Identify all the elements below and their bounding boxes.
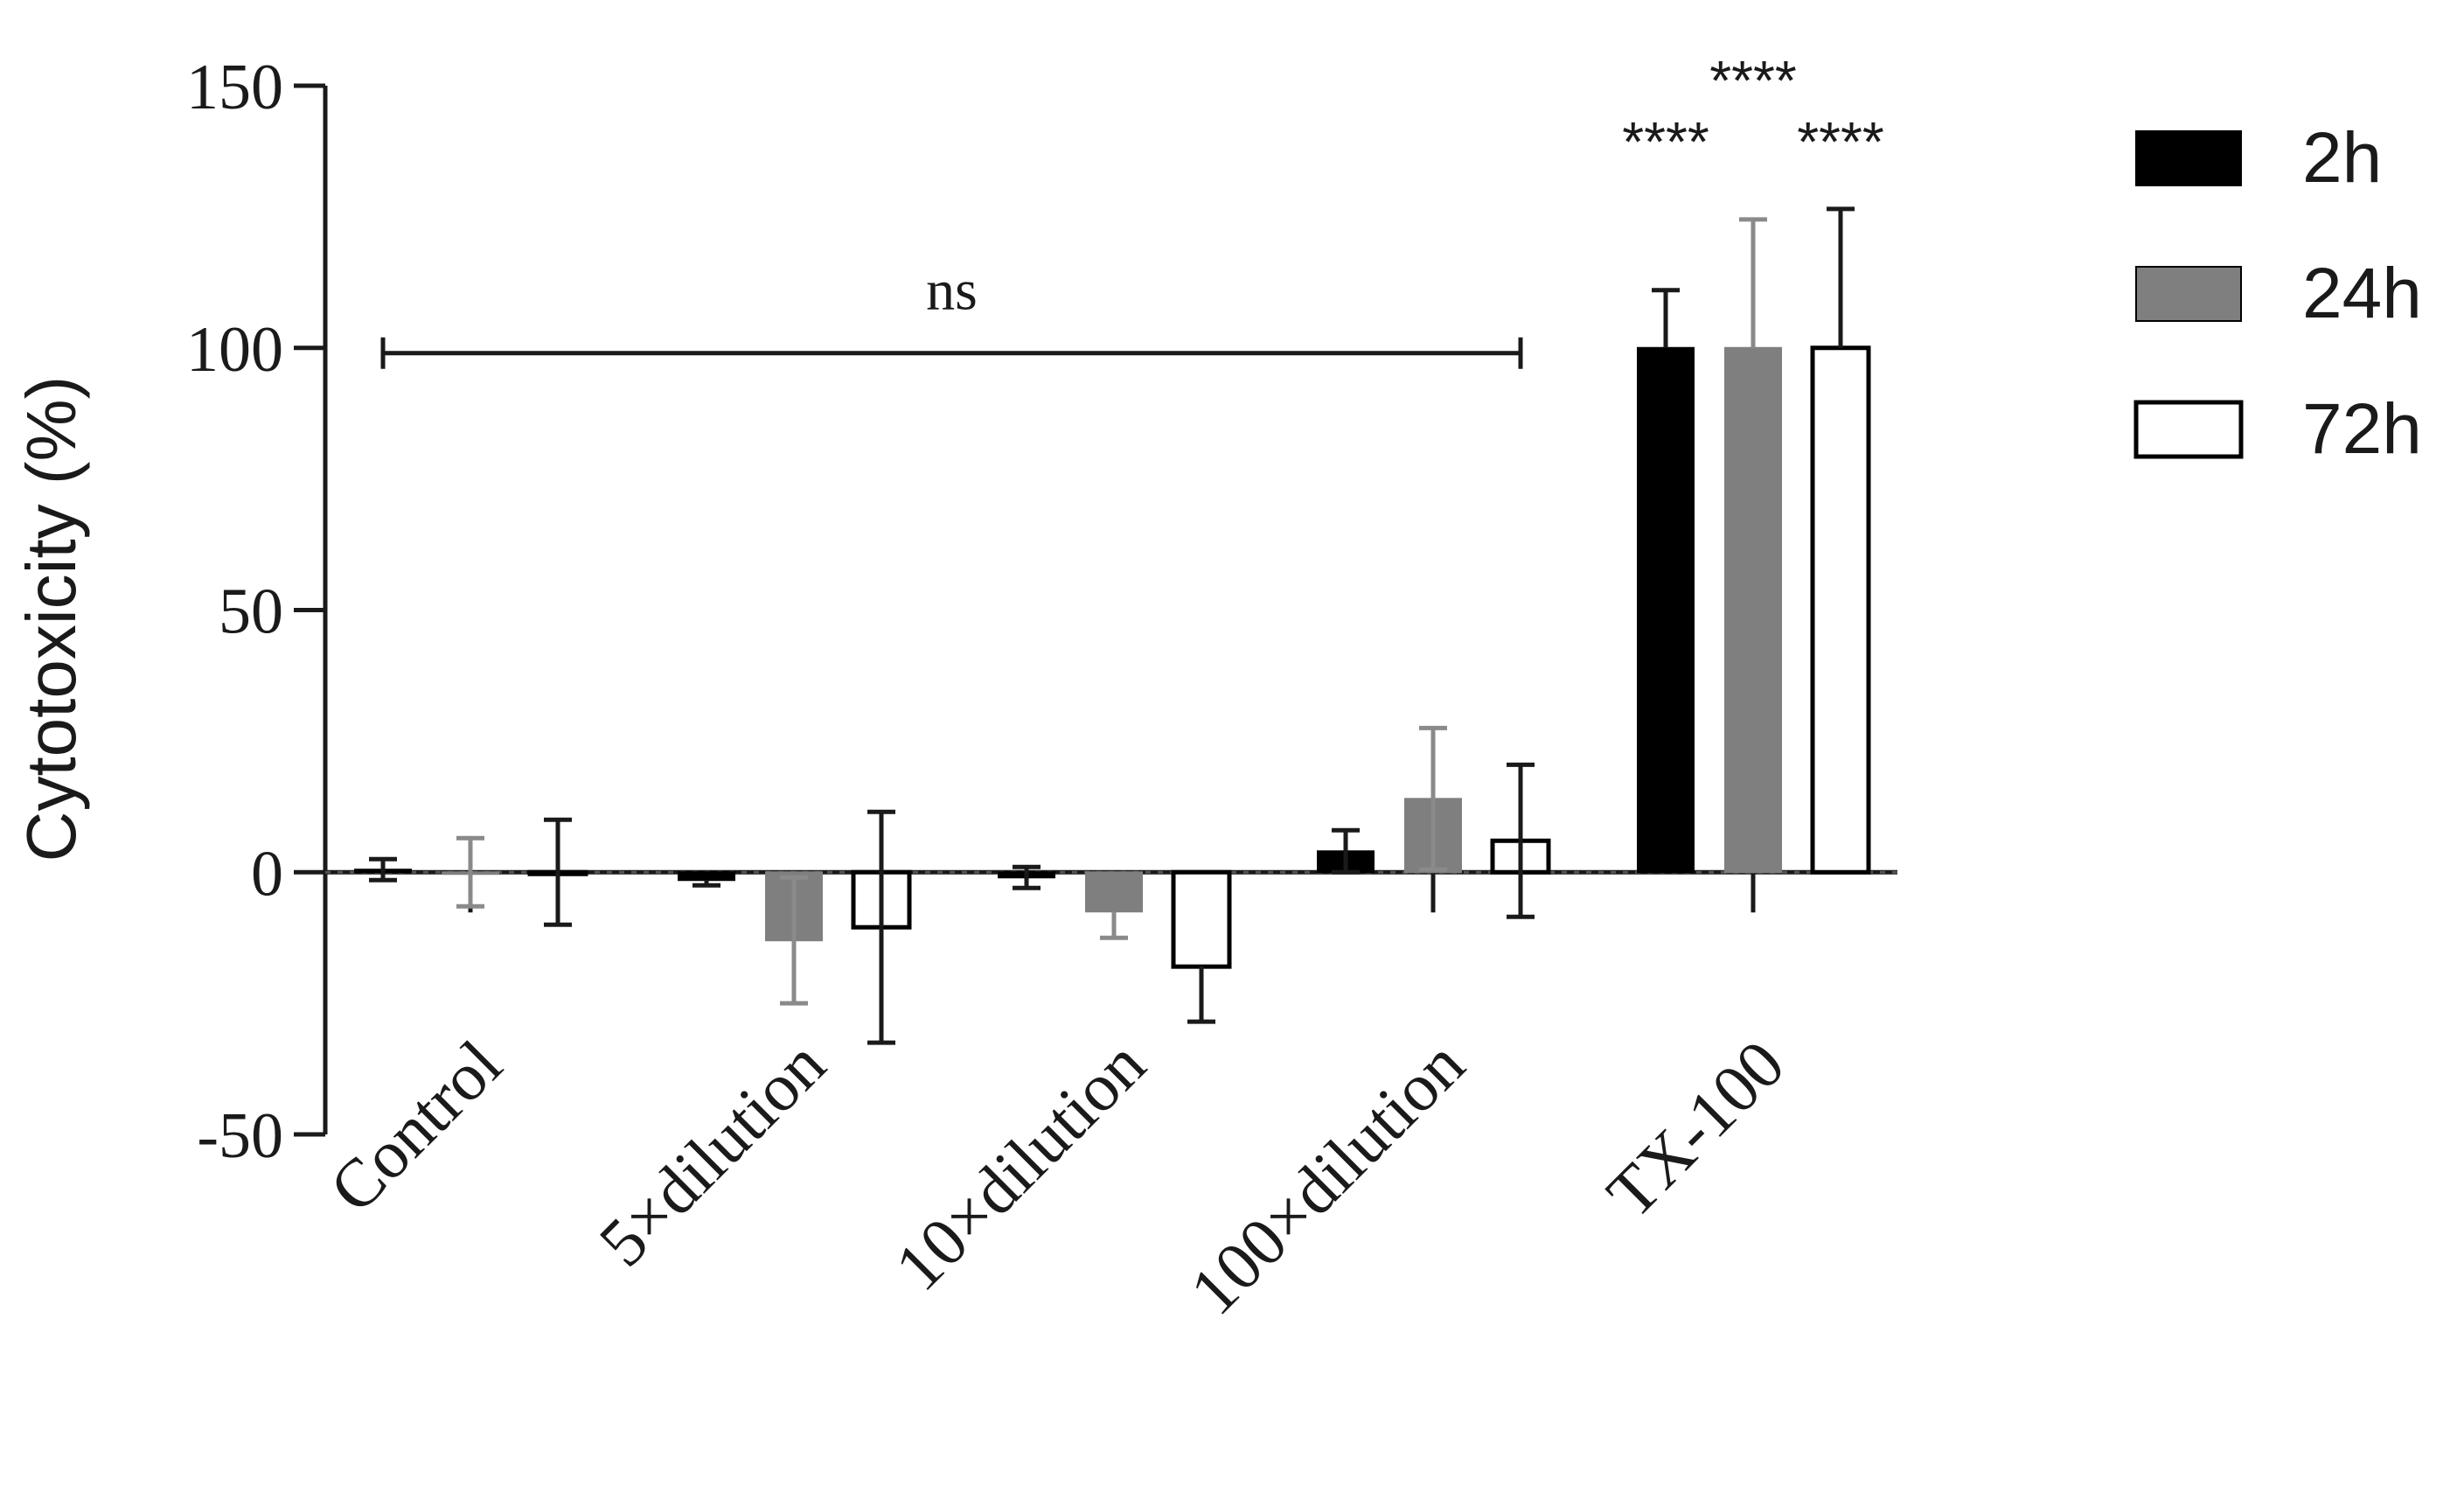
y-axis-title: Cytotoxicity (%) — [12, 376, 90, 862]
y-tick-label: 50 — [219, 576, 283, 648]
annotations: ns************ — [380, 49, 1884, 369]
y-tick-label: 150 — [186, 52, 283, 123]
bar-5xdilution-2h — [678, 871, 735, 882]
y-tick-label: 0 — [251, 838, 283, 910]
legend-swatch-2h — [2135, 130, 2242, 186]
bars — [354, 206, 1871, 1045]
significance-stars-2h: **** — [1622, 110, 1709, 173]
axes: -50 0 50 100 150 Cytotoxicity (%) Control 5×dil… — [12, 52, 1897, 1329]
x-tick-label-tx-100: TX-100 — [1592, 1026, 1799, 1232]
y-tick-label: 100 — [186, 314, 283, 386]
legend-swatch-24h — [2135, 266, 2242, 322]
legend-label-72h: 72h — [2302, 389, 2422, 469]
bar-10xdilution-24h — [1085, 871, 1143, 913]
significance-stars-24h: **** — [1709, 49, 1797, 112]
bar-tx-100-72h — [1810, 345, 1871, 875]
legend-label-24h: 24h — [2302, 254, 2422, 333]
ns-label: ns — [926, 259, 978, 323]
x-tick-label-control: Control — [315, 1026, 516, 1227]
y-tick-label: -50 — [197, 1100, 283, 1172]
x-tick-label-10xdilution: 10×dilution — [880, 1026, 1159, 1305]
bar-tx-100-24h — [1724, 346, 1782, 874]
x-tick-label-100xdilution: 100×dilution — [1175, 1026, 1479, 1329]
legend-swatch-72h — [2133, 400, 2244, 459]
x-tick-label-5xdilution: 5×dilution — [584, 1026, 839, 1281]
bar-10xdilution-72h — [1171, 869, 1232, 969]
bar-tx-100-2h — [1637, 346, 1695, 874]
legend: 2h 24h 72h — [2133, 118, 2422, 469]
significance-stars-72h: **** — [1797, 110, 1884, 173]
legend-label-2h: 2h — [2302, 118, 2382, 198]
